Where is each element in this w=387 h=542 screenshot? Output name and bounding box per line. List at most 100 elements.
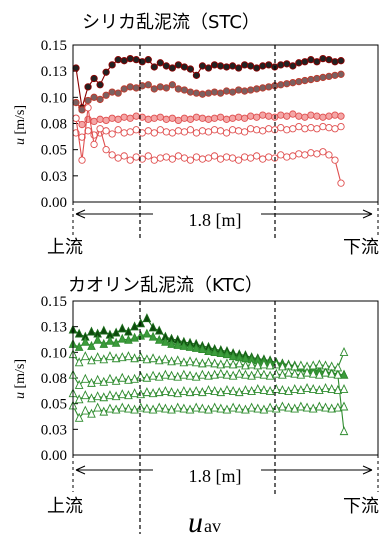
silica-data-point	[168, 81, 177, 89]
kaolin-data-point	[210, 347, 219, 357]
silica-data-point	[180, 154, 189, 162]
silica-data-point	[319, 113, 327, 121]
silica-data-point	[198, 155, 207, 163]
silica-data-point	[259, 62, 267, 70]
silica-data-point	[126, 128, 134, 136]
kaolin-data-point	[148, 388, 158, 398]
kaolin-data-point	[74, 412, 84, 422]
silica-data-point	[228, 62, 237, 70]
kaolin-data-point	[247, 359, 256, 369]
kaolin-data-point	[339, 369, 349, 379]
silica-data-point	[84, 83, 92, 91]
silica-data-point	[222, 115, 231, 123]
silica-data-point	[307, 111, 315, 119]
silica-plot-frame	[72, 44, 379, 203]
kaolin-data-point	[216, 348, 226, 358]
silica-data-point	[313, 150, 321, 158]
kaolin-data-point	[74, 328, 84, 338]
kaolin-data-point	[167, 404, 176, 414]
kaolin-data-point	[74, 357, 84, 367]
silica-data-point	[313, 74, 321, 83]
kaolin-data-point	[87, 393, 96, 403]
kaolin-data-point	[185, 404, 195, 414]
kaolin-data-point	[327, 368, 336, 378]
silica-data-point	[283, 126, 291, 134]
kaolin-data-point	[321, 402, 330, 412]
kaolin-data-point	[130, 373, 139, 383]
kaolin-data-point	[333, 402, 343, 412]
silica-data-point	[156, 59, 164, 67]
kaolin-data-point	[148, 353, 158, 363]
kaolin-data-point	[247, 386, 256, 396]
kaolin-data-point	[265, 386, 275, 396]
silica-data-point	[150, 63, 158, 71]
kaolin-data-point	[222, 369, 232, 379]
silica-data-point	[228, 114, 237, 122]
kaolin-data-point	[222, 385, 232, 395]
kaolin-data-point	[210, 369, 219, 379]
silica-data-point	[301, 151, 309, 159]
silica-data-point	[156, 83, 164, 91]
kaolin-data-point	[93, 352, 102, 362]
silica-data-point	[150, 156, 158, 164]
kaolin-data-point	[111, 391, 121, 401]
kaolin-data-point	[124, 351, 133, 361]
silica-data-point	[331, 71, 339, 80]
kaolin-data-point	[290, 403, 300, 413]
silica-data-point	[265, 83, 273, 91]
silica-data-point	[259, 155, 267, 163]
kaolin-data-point	[204, 385, 213, 395]
kaolin-data-point	[302, 402, 312, 412]
silica-data-point	[150, 129, 158, 137]
kaolin-data-point	[173, 371, 183, 381]
kaolin-data-point	[339, 347, 349, 357]
silica-data-point	[174, 116, 183, 125]
silica-data-point	[198, 114, 207, 122]
silica-series-3	[72, 110, 345, 129]
kaolin-series-4	[68, 367, 349, 436]
kaolin-data-point	[179, 340, 189, 350]
silica-data-point	[222, 129, 231, 137]
kaolin-data-point	[99, 338, 109, 348]
kaolin-data-point	[210, 386, 219, 396]
kaolin-data-point	[130, 404, 139, 414]
silica-data-point	[114, 154, 122, 162]
silica-data-point	[253, 64, 261, 72]
silica-data-point	[210, 152, 219, 160]
kaolin-data-point	[99, 325, 109, 335]
kaolin-y-axis-ticks: 0.00 0.03 0.05 0.08 0.10 0.13 0.15	[41, 294, 78, 464]
silica-data-point	[307, 75, 315, 84]
silica-data-point	[247, 125, 255, 133]
kaolin-data-point	[278, 385, 287, 395]
silica-data-point	[174, 85, 183, 93]
kaolin-data-point	[117, 333, 127, 343]
kaolin-data-point	[179, 357, 189, 367]
kaolin-data-point	[247, 402, 256, 412]
silica-data-point	[102, 116, 110, 125]
silica-data-point	[144, 81, 152, 89]
silica-data-point	[132, 84, 140, 92]
kaolin-data-point	[259, 359, 269, 369]
silica-data-point	[84, 96, 92, 105]
kaolin-data-point	[161, 336, 170, 346]
kaolin-data-point	[234, 403, 244, 413]
silica-data-point	[210, 126, 219, 134]
silica-data-point	[228, 154, 237, 162]
silica-data-point	[313, 125, 321, 133]
kaolin-data-point	[117, 389, 127, 399]
silica-data-point	[331, 111, 339, 119]
kaolin-data-point	[278, 369, 287, 379]
silica-data-point	[120, 85, 128, 93]
kaolin-downstream-label: 下流	[343, 496, 379, 517]
kaolin-data-point	[222, 358, 232, 368]
silica-data-point	[132, 56, 140, 64]
silica-data-point	[102, 91, 110, 99]
kaolin-data-point	[105, 335, 115, 345]
kaolin-data-point	[117, 323, 127, 333]
silica-data-point	[90, 93, 98, 101]
kaolin-data-point	[308, 384, 318, 393]
silica-data-point	[289, 79, 297, 87]
kaolin-data-point	[111, 327, 121, 337]
silica-data-point	[174, 127, 183, 135]
silica-data-point	[192, 71, 201, 80]
